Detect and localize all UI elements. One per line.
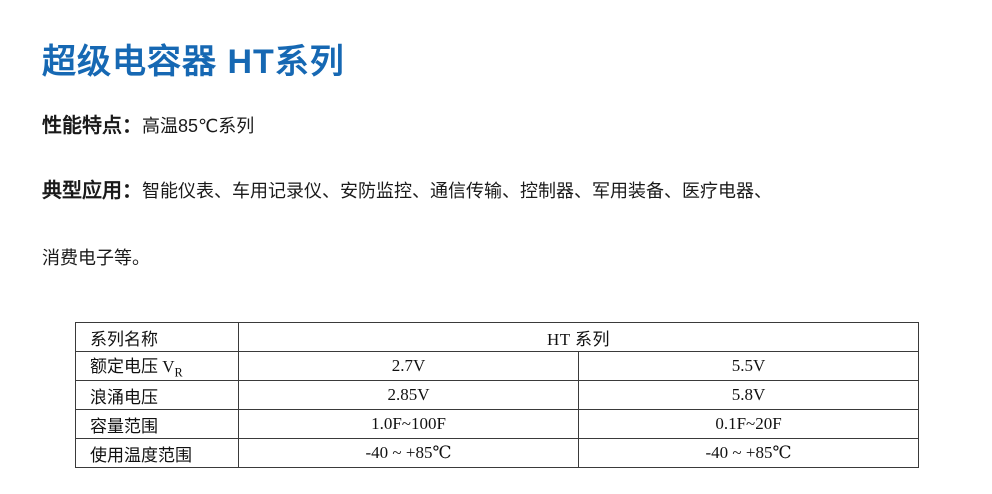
- table-row: 额定电压 VR 2.7V 5.5V: [75, 350, 919, 382]
- table-cell-temperature-range-b: -40 ~ +85℃: [578, 438, 919, 469]
- table-cell-series-name-value: HT 系列: [238, 322, 919, 352]
- table-cell-surge-voltage-label: 浪涌电压: [75, 380, 239, 411]
- spec-label-applications: 典型应用：: [42, 180, 142, 202]
- table-cell-surge-voltage-b: 5.8V: [578, 380, 919, 411]
- spec-value-applications-continued: 消费电子等。: [42, 248, 150, 268]
- table-row: 系列名称 HT 系列: [75, 322, 919, 352]
- table-cell-series-name-label: 系列名称: [75, 322, 239, 352]
- spec-line-applications-continued: 消费电子等。: [42, 248, 150, 271]
- page-title: 超级电容器 HT系列: [42, 43, 345, 81]
- rated-voltage-subscript: R: [174, 365, 183, 380]
- table-cell-temperature-range-label: 使用温度范围: [75, 438, 239, 469]
- table-cell-temperature-range-a: -40 ~ +85℃: [238, 438, 579, 469]
- table-row: 使用温度范围 -40 ~ +85℃ -40 ~ +85℃: [75, 438, 919, 469]
- spec-line-features: 性能特点：高温85℃系列: [42, 114, 254, 139]
- spec-line-applications: 典型应用：智能仪表、车用记录仪、安防监控、通信传输、控制器、军用装备、医疗电器、: [42, 179, 772, 204]
- table-cell-rated-voltage-a: 2.7V: [238, 350, 579, 382]
- table-row: 容量范围 1.0F~100F 0.1F~20F: [75, 409, 919, 440]
- spec-value-features: 高温85℃系列: [142, 116, 255, 136]
- spec-value-applications: 智能仪表、车用记录仪、安防监控、通信传输、控制器、军用装备、医疗电器、: [142, 181, 772, 201]
- table-cell-rated-voltage-label: 额定电压 VR: [75, 350, 239, 382]
- table-cell-surge-voltage-a: 2.85V: [238, 380, 579, 411]
- table-cell-rated-voltage-b: 5.5V: [578, 350, 919, 382]
- spec-label-features: 性能特点：: [42, 115, 142, 137]
- table-cell-capacitance-range-b: 0.1F~20F: [578, 409, 919, 440]
- rated-voltage-label-text: 额定电压 V: [90, 357, 175, 376]
- table-row: 浪涌电压 2.85V 5.8V: [75, 380, 919, 411]
- table-cell-capacitance-range-label: 容量范围: [75, 409, 239, 440]
- table-cell-capacitance-range-a: 1.0F~100F: [238, 409, 579, 440]
- specification-table: 系列名称 HT 系列 额定电压 VR 2.7V 5.5V 浪涌电压 2.85V …: [75, 322, 919, 469]
